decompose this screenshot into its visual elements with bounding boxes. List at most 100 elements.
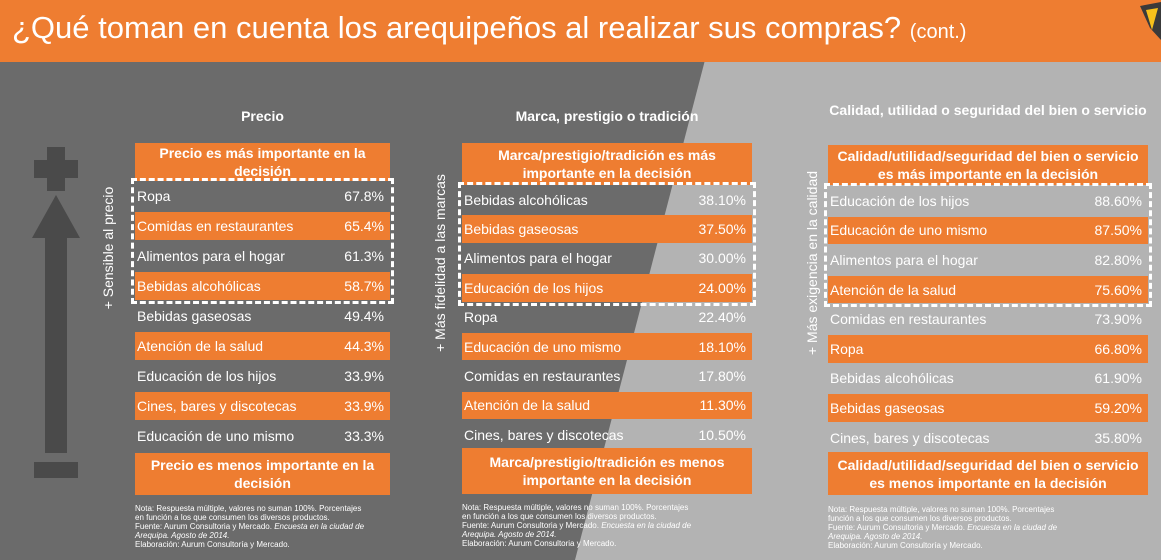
row-value: 44.3%	[344, 338, 384, 354]
note-line: Fuente: Aurum Consultoria y Mercado. Enc…	[135, 522, 410, 531]
note-line: Elaboración: Aurum Consultoría y Mercado…	[828, 541, 983, 550]
note-source: Fuente: Aurum Consultoria y Mercado.	[135, 522, 275, 531]
minus	[34, 462, 78, 478]
row-label: Alimentos para el hogar	[830, 251, 978, 268]
arrow-head	[32, 195, 80, 238]
row-label: Comidas en restaurantes	[137, 218, 294, 234]
panel-heading: Calidad, utilidad o seguridad del bien o…	[829, 102, 1147, 118]
highlight-box	[131, 178, 394, 304]
panel-heading: Marca, prestigio o tradición	[515, 108, 699, 124]
header-box: Calidad/utilidad/seguridad del bien o se…	[828, 145, 1148, 185]
table-row: Comidas en restaurantes 17.80%	[462, 362, 752, 389]
note: Nota: Respuesta múltiple, valores no sum…	[828, 505, 1161, 550]
row-value: 37.50%	[698, 221, 746, 238]
row-value: 88.60%	[1094, 192, 1142, 209]
table-row: Bebidas alcohólicas 38.10%	[462, 186, 752, 213]
row-value: 82.80%	[1094, 251, 1142, 268]
note-source: Fuente: Aurum Consultoria y Mercado.	[828, 523, 968, 532]
table-row: Alimentos para el hogar 82.80%	[828, 246, 1148, 274]
row-value: 10.50%	[698, 426, 746, 443]
note-line: Fuente: Aurum Consultoria y Mercado. Enc…	[828, 523, 1161, 532]
note-line: Nota: Respuesta múltiple, valores no sum…	[828, 505, 1055, 514]
row-label: Bebidas gaseosas	[464, 221, 579, 238]
note-line: Elaboración: Aurum Consultoría y Mercado…	[135, 540, 290, 549]
title-text: ¿Qué toman en cuenta los arequipeños al …	[12, 10, 902, 45]
table-row: Ropa 66.80%	[828, 335, 1148, 363]
row-label: Educación de uno mismo	[830, 222, 988, 239]
row-value: 38.10%	[698, 191, 746, 208]
note-source: Fuente: Aurum Consultoria y Mercado.	[462, 521, 602, 530]
note: Nota: Respuesta múltiple, valores no sum…	[462, 503, 772, 548]
row-label: Alimentos para el hogar	[464, 250, 612, 267]
table-row: Atención de la salud 44.3%	[135, 332, 390, 360]
row-label: Comidas en restaurantes	[830, 311, 987, 328]
row-value: 24.00%	[698, 279, 746, 296]
row-label: Ropa	[830, 340, 864, 357]
arrow-shaft	[45, 238, 67, 453]
table-row: Bebidas gaseosas 37.50%	[462, 215, 752, 243]
note-line: Nota: Respuesta múltiple, valores no sum…	[135, 504, 362, 513]
note-line: Arequipa. Agosto de 2014.	[135, 531, 230, 540]
note-line: Arequipa. Agosto de 2014.	[462, 530, 557, 539]
note-line: Fuente: Aurum Consultoria y Mercado. Enc…	[462, 521, 772, 530]
row-value: 61.90%	[1094, 370, 1142, 387]
row-value: 18.10%	[698, 338, 746, 355]
table-row: Alimentos para el hogar 30.00%	[462, 245, 752, 272]
header-box: Precio es más importante en la decisión	[135, 143, 390, 181]
row-label: Atención de la salud	[830, 281, 957, 298]
row-value: 67.8%	[344, 188, 384, 204]
row-label: Bebidas alcohólicas	[464, 191, 588, 208]
row-label: Educación de los hijos	[137, 368, 277, 384]
note-line: Elaboración: Aurum Consultoria y Mercado…	[462, 539, 617, 548]
row-value: 73.90%	[1094, 311, 1142, 328]
table-row: Educación de los hijos 88.60%	[828, 187, 1148, 215]
row-label: Bebidas alcohólicas	[830, 370, 954, 387]
table-row: Bebidas alcohólicas 58.7%	[135, 272, 390, 300]
row-label: Educación de los hijos	[464, 279, 604, 296]
row-label: Educación de uno mismo	[137, 428, 295, 444]
side-label: + Más fidelidad a las marcas	[432, 174, 448, 352]
footer-box: Precio es menos importante en la decisió…	[135, 453, 390, 495]
row-value: 33.9%	[344, 398, 384, 414]
table-row: Ropa 22.40%	[462, 304, 752, 331]
table-row: Educación de uno mismo 87.50%	[828, 216, 1148, 245]
row-label: Atención de la salud	[464, 397, 591, 414]
table-row: Bebidas alcohólicas 61.90%	[828, 365, 1148, 393]
table-row: Bebidas gaseosas 49.4%	[135, 302, 390, 330]
row-value: 33.3%	[344, 428, 384, 444]
side-label: + Sensible al precio	[100, 186, 116, 310]
row-value: 59.20%	[1094, 399, 1142, 416]
side-label: + Más exigencia en la calidad	[804, 170, 820, 356]
row-value: 61.3%	[344, 248, 384, 264]
table-row: Educación de uno mismo 18.10%	[462, 333, 752, 361]
row-label: Cines, bares y discotecas	[464, 426, 624, 443]
table-row: Cines, bares y discotecas 10.50%	[462, 421, 752, 448]
title-bar	[0, 0, 1161, 62]
row-label: Educación de los hijos	[830, 192, 970, 209]
row-label: Bebidas gaseosas	[137, 308, 252, 324]
table-row: Comidas en restaurantes 73.90%	[828, 305, 1148, 333]
table-row: Comidas en restaurantes 65.4%	[135, 212, 390, 240]
note: Nota: Respuesta múltiple, valores no sum…	[135, 504, 410, 549]
row-label: Ropa	[464, 309, 498, 326]
note-survey: Encuesta en la ciudad de	[601, 521, 692, 530]
table-row: Atención de la salud 11.30%	[462, 391, 752, 420]
highlight-box	[824, 183, 1152, 308]
note-survey: Encuesta en la ciudad de	[274, 522, 365, 531]
row-label: Cines, bares y discotecas	[830, 429, 990, 446]
row-value: 65.4%	[344, 218, 384, 234]
plus-h	[34, 160, 78, 178]
table-row: Educación de los hijos 24.00%	[462, 274, 752, 302]
table-row: Educación de uno mismo 33.3%	[135, 422, 390, 450]
footer-box: Marca/prestigio/tradición es menos impor…	[462, 448, 752, 494]
row-value: 49.4%	[344, 308, 384, 324]
row-value: 17.80%	[698, 368, 746, 385]
table-row: Alimentos para el hogar 61.3%	[135, 242, 390, 270]
note-line: en función a los que consumen los divers…	[135, 513, 330, 522]
row-label: Ropa	[137, 188, 171, 204]
row-value: 58.7%	[344, 278, 384, 294]
title-suffix: (cont.)	[909, 21, 967, 43]
row-value: 33.9%	[344, 368, 384, 384]
table-row: Cines, bares y discotecas 33.9%	[135, 392, 390, 420]
